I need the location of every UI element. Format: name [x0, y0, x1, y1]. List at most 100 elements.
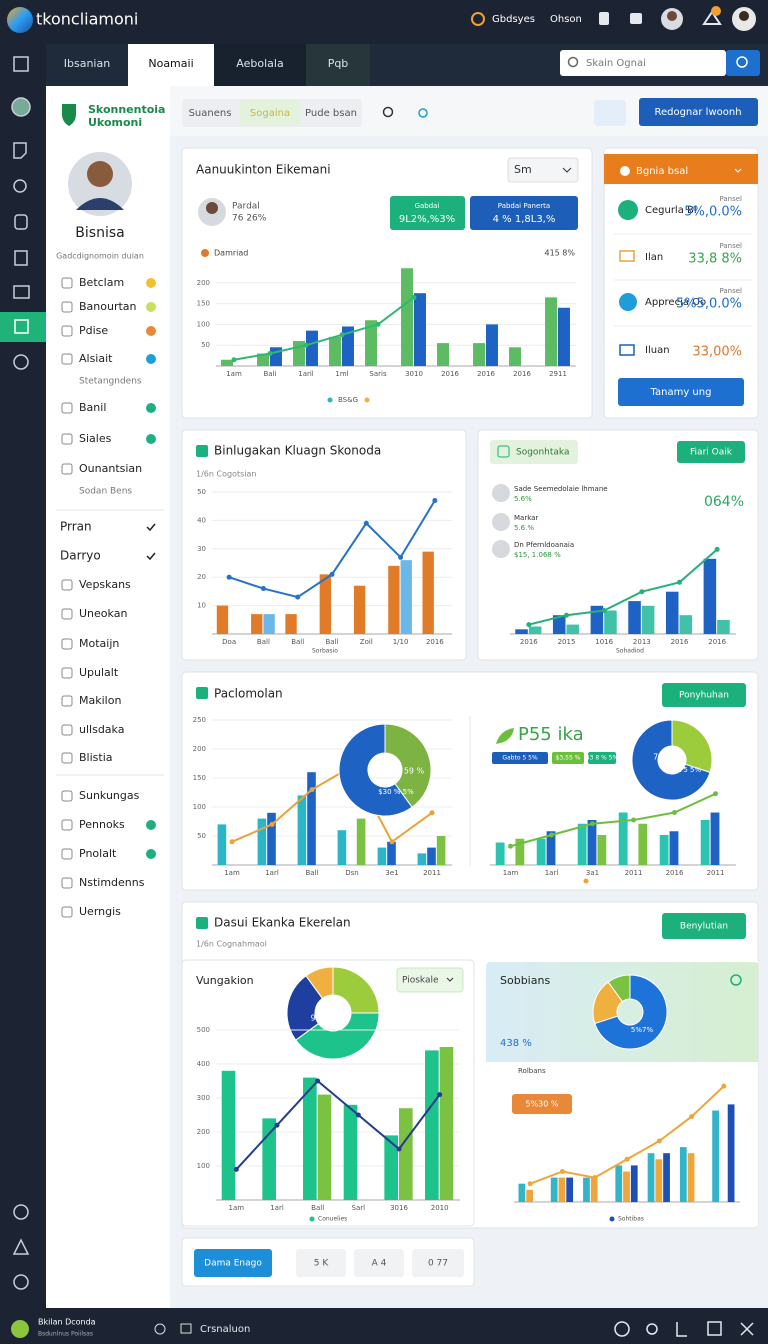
menu-item[interactable]: Motaijn — [79, 637, 119, 650]
rail-icon[interactable] — [13, 179, 27, 193]
rail-icon[interactable] — [13, 1274, 29, 1290]
shop-icon[interactable] — [630, 13, 642, 24]
filter[interactable]: Sogaina — [250, 108, 290, 119]
menu-item[interactable]: Blistia — [79, 751, 113, 764]
tool-icon[interactable] — [418, 108, 428, 118]
footer-icon[interactable] — [180, 1323, 192, 1334]
chip-label: Sogonhtaka — [516, 448, 569, 458]
menu-item[interactable]: Siales — [79, 432, 112, 445]
line-point — [363, 520, 369, 526]
profile-suit — [76, 198, 124, 210]
x-tick-label: Ball — [306, 869, 319, 877]
menu-item[interactable]: Pdise — [79, 324, 108, 337]
chevron — [446, 977, 454, 982]
x-tick-label: 3e1 — [385, 869, 398, 877]
rail-icon[interactable] — [13, 285, 30, 299]
badge — [552, 752, 584, 764]
rail-icon[interactable] — [11, 97, 31, 117]
line-point — [231, 357, 237, 363]
filter[interactable]: Suanens — [189, 108, 232, 119]
chip[interactable] — [490, 440, 578, 464]
secondary-button[interactable] — [354, 1249, 404, 1277]
menu-item[interactable]: Pennoks — [79, 818, 125, 831]
menu-item[interactable]: Upulalt — [79, 666, 119, 679]
rail-icon[interactable] — [13, 142, 27, 159]
secondary-button[interactable] — [296, 1249, 346, 1277]
menu-item[interactable]: Sodan Bens — [79, 487, 132, 497]
tab-active[interactable] — [128, 44, 214, 86]
tab[interactable] — [306, 44, 370, 86]
footer-icon[interactable] — [646, 1323, 658, 1335]
bar — [221, 1070, 236, 1200]
stat-icon — [619, 293, 637, 311]
rail-icon[interactable] — [14, 319, 29, 334]
line-point — [267, 351, 273, 357]
menu-item[interactable]: Betclam — [79, 276, 124, 289]
line-point — [274, 1122, 280, 1128]
footer-icon[interactable] — [707, 1321, 722, 1336]
menu-item[interactable]: Nstimdenns — [79, 876, 145, 889]
filter[interactable]: Pude bsan — [305, 108, 357, 119]
bar — [293, 341, 305, 366]
menu-item[interactable]: ullsdaka — [79, 723, 124, 736]
footer-icon[interactable] — [676, 1322, 687, 1337]
nav-button[interactable] — [594, 100, 626, 126]
menu-item[interactable]: Ounantsian — [79, 462, 142, 475]
card-button[interactable] — [662, 913, 746, 939]
badge — [492, 752, 548, 764]
stats-button[interactable] — [618, 378, 744, 406]
menu-item[interactable]: Uneokan — [79, 607, 127, 620]
bar — [669, 831, 679, 865]
bar — [577, 823, 587, 865]
alert-icon[interactable] — [702, 10, 722, 25]
rail-icon[interactable] — [14, 250, 28, 266]
primary-button[interactable] — [194, 1249, 272, 1277]
menu-item[interactable]: Darryo — [60, 549, 101, 563]
person-avatar — [492, 540, 510, 558]
bar — [356, 818, 366, 865]
filter-active[interactable] — [240, 100, 300, 126]
rail-icon[interactable] — [12, 1238, 30, 1255]
button-label: Fiari Oaik — [690, 448, 733, 458]
dropdown[interactable] — [507, 157, 579, 183]
donut-slice — [594, 974, 668, 1050]
sun-icon[interactable] — [471, 12, 485, 26]
menu-item[interactable]: Stetangndens — [79, 377, 142, 387]
menu-item[interactable]: Banil — [79, 401, 106, 414]
person-name: Sade Seemedolaie lhmane — [514, 485, 608, 493]
tab[interactable] — [214, 44, 306, 86]
footer-icon[interactable] — [614, 1321, 630, 1337]
line-point — [549, 832, 554, 838]
card-button[interactable] — [662, 683, 746, 707]
menu-icon — [61, 325, 73, 337]
menu-item[interactable]: Prran — [60, 520, 92, 534]
dropdown[interactable] — [396, 967, 464, 993]
menu-item[interactable]: Pnolalt — [79, 847, 117, 860]
rail-icon[interactable] — [14, 214, 28, 230]
menu-icon — [61, 277, 73, 289]
x-tick-label: 2011 — [423, 869, 441, 877]
footer-icon[interactable] — [740, 1322, 754, 1336]
notice-icon[interactable] — [599, 12, 609, 25]
menu-item[interactable]: Banourtan — [79, 300, 137, 313]
x-tick-label: 1am — [503, 869, 519, 877]
search-box[interactable] — [560, 50, 726, 76]
menu-item[interactable]: Vepskans — [79, 578, 131, 591]
search-button[interactable] — [726, 50, 760, 76]
search-icon[interactable] — [382, 106, 394, 118]
menu-item[interactable]: Alsiait — [79, 352, 113, 365]
rail-icon[interactable] — [13, 56, 29, 72]
bar — [399, 1108, 413, 1200]
menu-item[interactable]: Uerngis — [79, 905, 121, 918]
line-point — [592, 1175, 598, 1181]
action-button[interactable] — [639, 98, 758, 126]
rail-icon[interactable] — [13, 354, 29, 370]
footer-icon[interactable] — [154, 1323, 166, 1335]
menu-icon — [61, 638, 73, 650]
refresh-icon[interactable] — [730, 974, 742, 986]
rail-icon[interactable] — [13, 1204, 29, 1220]
menu-item[interactable]: Makilon — [79, 694, 121, 707]
menu-item[interactable]: Sunkungas — [79, 789, 140, 802]
secondary-button[interactable] — [412, 1249, 464, 1277]
card-button[interactable] — [677, 441, 745, 463]
